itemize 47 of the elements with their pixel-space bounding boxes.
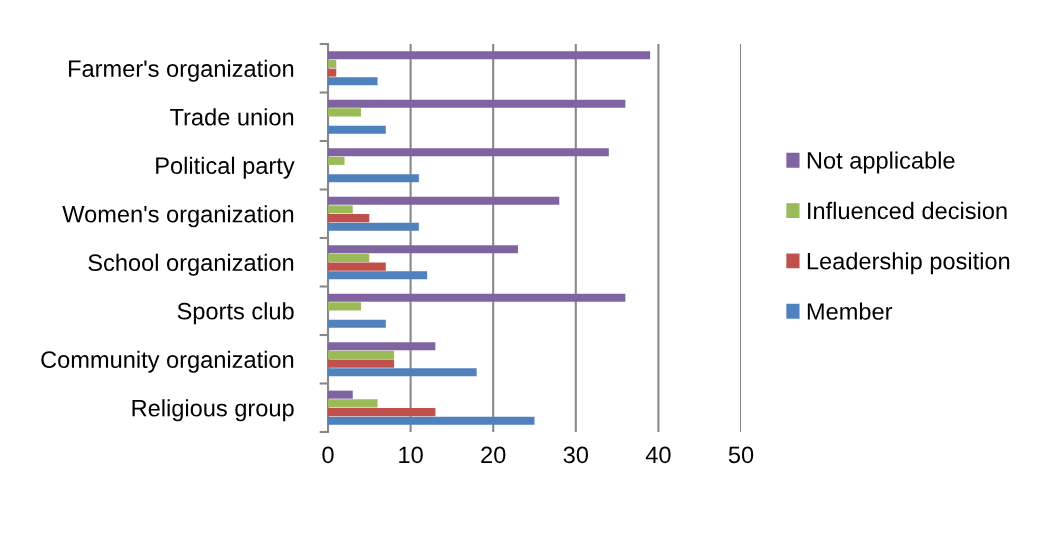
y-tick-label: School organization	[88, 253, 294, 276]
bar	[328, 108, 362, 117]
legend-label: Leadership position	[807, 252, 1010, 275]
bar	[328, 51, 651, 60]
bar	[328, 68, 337, 77]
x-tick-label: 20	[481, 446, 506, 464]
bar	[328, 77, 378, 86]
bar	[328, 302, 362, 311]
y-tick-label: Trade union	[170, 108, 294, 126]
legend-label: Influenced decision	[808, 201, 1007, 220]
bar	[328, 148, 609, 157]
bar	[328, 350, 395, 359]
bar	[328, 174, 419, 183]
bar	[328, 125, 386, 134]
bar	[328, 416, 535, 425]
legend-label: Not applicable	[807, 151, 955, 174]
bar	[328, 293, 626, 302]
bar	[328, 368, 477, 377]
bar	[328, 59, 337, 68]
x-tick-label: 10	[399, 446, 423, 464]
x-tick-label: 30	[563, 446, 589, 464]
legend-label: Member	[807, 302, 893, 320]
bar	[328, 399, 378, 408]
x-tick-label: 0	[322, 446, 334, 464]
bar	[328, 245, 518, 254]
bar	[328, 222, 419, 231]
x-tick-label: 40	[645, 446, 671, 464]
bar	[328, 319, 386, 328]
bar	[328, 214, 370, 223]
bar	[328, 196, 560, 205]
bar	[328, 390, 353, 399]
y-tick-label: Religious group	[132, 399, 294, 422]
bar	[328, 359, 395, 368]
y-tick-label: Women's organization	[62, 205, 294, 228]
bar	[328, 205, 353, 214]
bar	[328, 262, 386, 271]
bar	[328, 408, 436, 417]
bar	[328, 342, 436, 351]
y-tick-label: Sports club	[177, 302, 294, 325]
y-tick-label: Farmer's organization	[69, 59, 294, 82]
bar	[328, 271, 428, 280]
y-tick-label: Political party	[156, 156, 295, 179]
x-tick-label: 50	[728, 446, 754, 464]
y-tick-label: Community organization	[41, 350, 294, 373]
bar	[328, 99, 626, 108]
bar	[328, 253, 370, 262]
bar	[328, 156, 345, 165]
